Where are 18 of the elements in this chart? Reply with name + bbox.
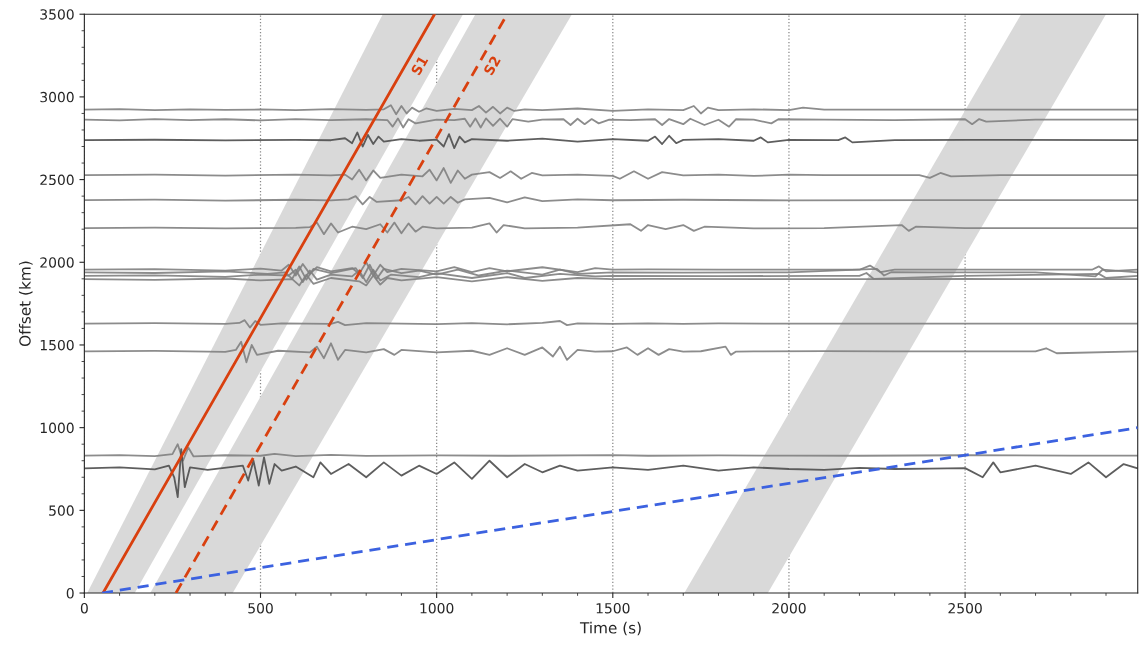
x-tick-label: 1000: [420, 603, 454, 614]
x-tick-label: 500: [248, 603, 273, 614]
text: S2: [483, 55, 501, 76]
y-tick-label: 500: [49, 505, 74, 516]
y-tick-label: 1000: [40, 422, 74, 434]
y-tick-label: 0: [66, 588, 74, 599]
x-tick-label: 1500: [596, 603, 630, 614]
text: S1: [410, 55, 429, 76]
x-tick-label: 2000: [772, 603, 806, 614]
y-tick-label: 1500: [40, 339, 74, 351]
y-tick-label: 3000: [40, 91, 74, 103]
y-axis-title: Offset (km): [18, 261, 33, 347]
y-tick-label: 3500: [40, 9, 74, 20]
x-axis-title: Time (s): [579, 621, 641, 636]
y-tick-label: 2500: [40, 174, 74, 186]
x-tick-label: 2500: [948, 603, 982, 614]
y-tick-label: 2000: [40, 257, 74, 268]
x-tick-label: 0: [80, 603, 88, 614]
